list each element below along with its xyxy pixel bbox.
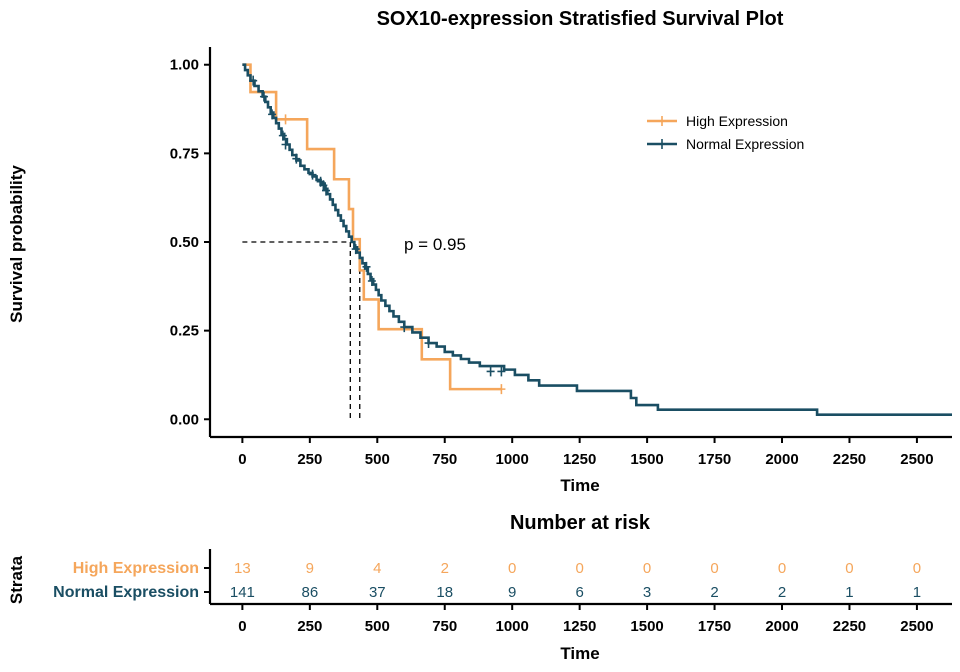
x-tick-label: 1000 (496, 451, 529, 468)
censor-mark (249, 75, 258, 86)
risk-count: 0 (778, 560, 786, 577)
risk-count: 3 (643, 584, 651, 601)
series-line-high (242, 63, 502, 391)
risk-count: 2 (778, 584, 786, 601)
censor-mark (281, 114, 290, 125)
risk-x-tick-label: 250 (297, 618, 322, 635)
x-tick-label: 2000 (765, 451, 798, 468)
censor-mark (367, 276, 376, 286)
risk-x-tick-label: 2250 (833, 618, 866, 635)
survival-curves (242, 63, 952, 416)
censor-mark (308, 169, 317, 180)
censor-mark (268, 109, 277, 120)
censor-mark (486, 366, 495, 377)
x-axis-title: Time (560, 476, 599, 495)
censor-mark (424, 338, 433, 349)
risk-count: 1 (913, 584, 921, 601)
risk-count: 2 (441, 560, 449, 577)
risk-count: 4 (373, 560, 381, 577)
risk-x-tick-label: 2500 (900, 618, 933, 635)
risk-count: 9 (508, 584, 516, 601)
censor-mark (497, 366, 506, 377)
risk-table-y-title: Strata (7, 555, 26, 604)
risk-count: 86 (301, 584, 318, 601)
risk-x-tick-label: 1750 (698, 618, 731, 635)
legend-label: High Expression (686, 113, 788, 129)
legend-label: Normal Expression (686, 136, 804, 152)
risk-count: 0 (508, 560, 516, 577)
risk-count: 18 (436, 584, 453, 601)
censor-mark (497, 384, 506, 395)
risk-count: 0 (643, 560, 651, 577)
censor-mark (351, 244, 360, 255)
risk-x-tick-label: 1000 (496, 618, 529, 635)
risk-count: 0 (575, 560, 583, 577)
y-axis-title: Survival probability (7, 165, 26, 323)
risk-table-axes: 0 250 500 750 1000 1250 1500 1750 2000 2250 2500 (204, 549, 952, 635)
y-tick-label: 0.25 (170, 323, 199, 340)
y-tick-label: 0.75 (170, 145, 199, 162)
risk-x-tick-label: 0 (238, 618, 246, 635)
median-lines (242, 241, 361, 420)
risk-table-x-title: Time (560, 644, 599, 663)
censor-mark (322, 185, 331, 196)
censor-mark (362, 261, 371, 272)
risk-table-title: Number at risk (510, 512, 651, 534)
x-tick-label: 1250 (563, 451, 596, 468)
risk-count: 2 (710, 584, 718, 601)
main-axes: 0.00 0.25 0.50 0.75 1.00 0 250 500 750 1000 1250 15… (170, 47, 952, 468)
x-tick-label: 750 (432, 451, 457, 468)
risk-x-tick-label: 1250 (563, 618, 596, 635)
p-value-annotation: p = 0.95 (404, 235, 466, 254)
chart-title: SOX10-expression Stratisfied Survival Pl… (377, 8, 784, 30)
y-tick-label: 1.00 (170, 57, 199, 74)
risk-count: 13 (234, 560, 251, 577)
x-tick-label: 1750 (698, 451, 731, 468)
censor-mark (319, 180, 328, 191)
x-tick-label: 1500 (630, 451, 663, 468)
censor-mark (281, 139, 290, 150)
risk-count: 0 (845, 560, 853, 577)
x-tick-label: 2500 (900, 451, 933, 468)
y-tick-label: 0.50 (170, 234, 199, 251)
censor-mark (292, 153, 301, 164)
x-tick-label: 2250 (833, 451, 866, 468)
risk-x-tick-label: 500 (365, 618, 390, 635)
strata-label: High Expression (73, 560, 199, 577)
series-line-normal (242, 63, 952, 416)
censor-mark (400, 322, 409, 333)
risk-x-tick-label: 2000 (765, 618, 798, 635)
x-tick-label: 250 (297, 451, 322, 468)
risk-count: 141 (230, 584, 255, 601)
legend: High Expression Normal Expression (647, 113, 804, 152)
risk-count: 0 (913, 560, 921, 577)
y-tick-label: 0.00 (170, 411, 199, 428)
risk-x-tick-label: 750 (432, 618, 457, 635)
risk-count: 1 (845, 584, 853, 601)
risk-count: 0 (710, 560, 718, 577)
censor-mark (259, 91, 268, 102)
censor-mark (278, 130, 287, 141)
risk-count: 6 (575, 584, 583, 601)
risk-x-tick-label: 1500 (630, 618, 663, 635)
risk-count: 9 (306, 560, 314, 577)
risk-count: 37 (369, 584, 386, 601)
x-tick-label: 500 (365, 451, 390, 468)
x-tick-label: 0 (238, 451, 246, 468)
strata-label: Normal Expression (53, 584, 199, 601)
